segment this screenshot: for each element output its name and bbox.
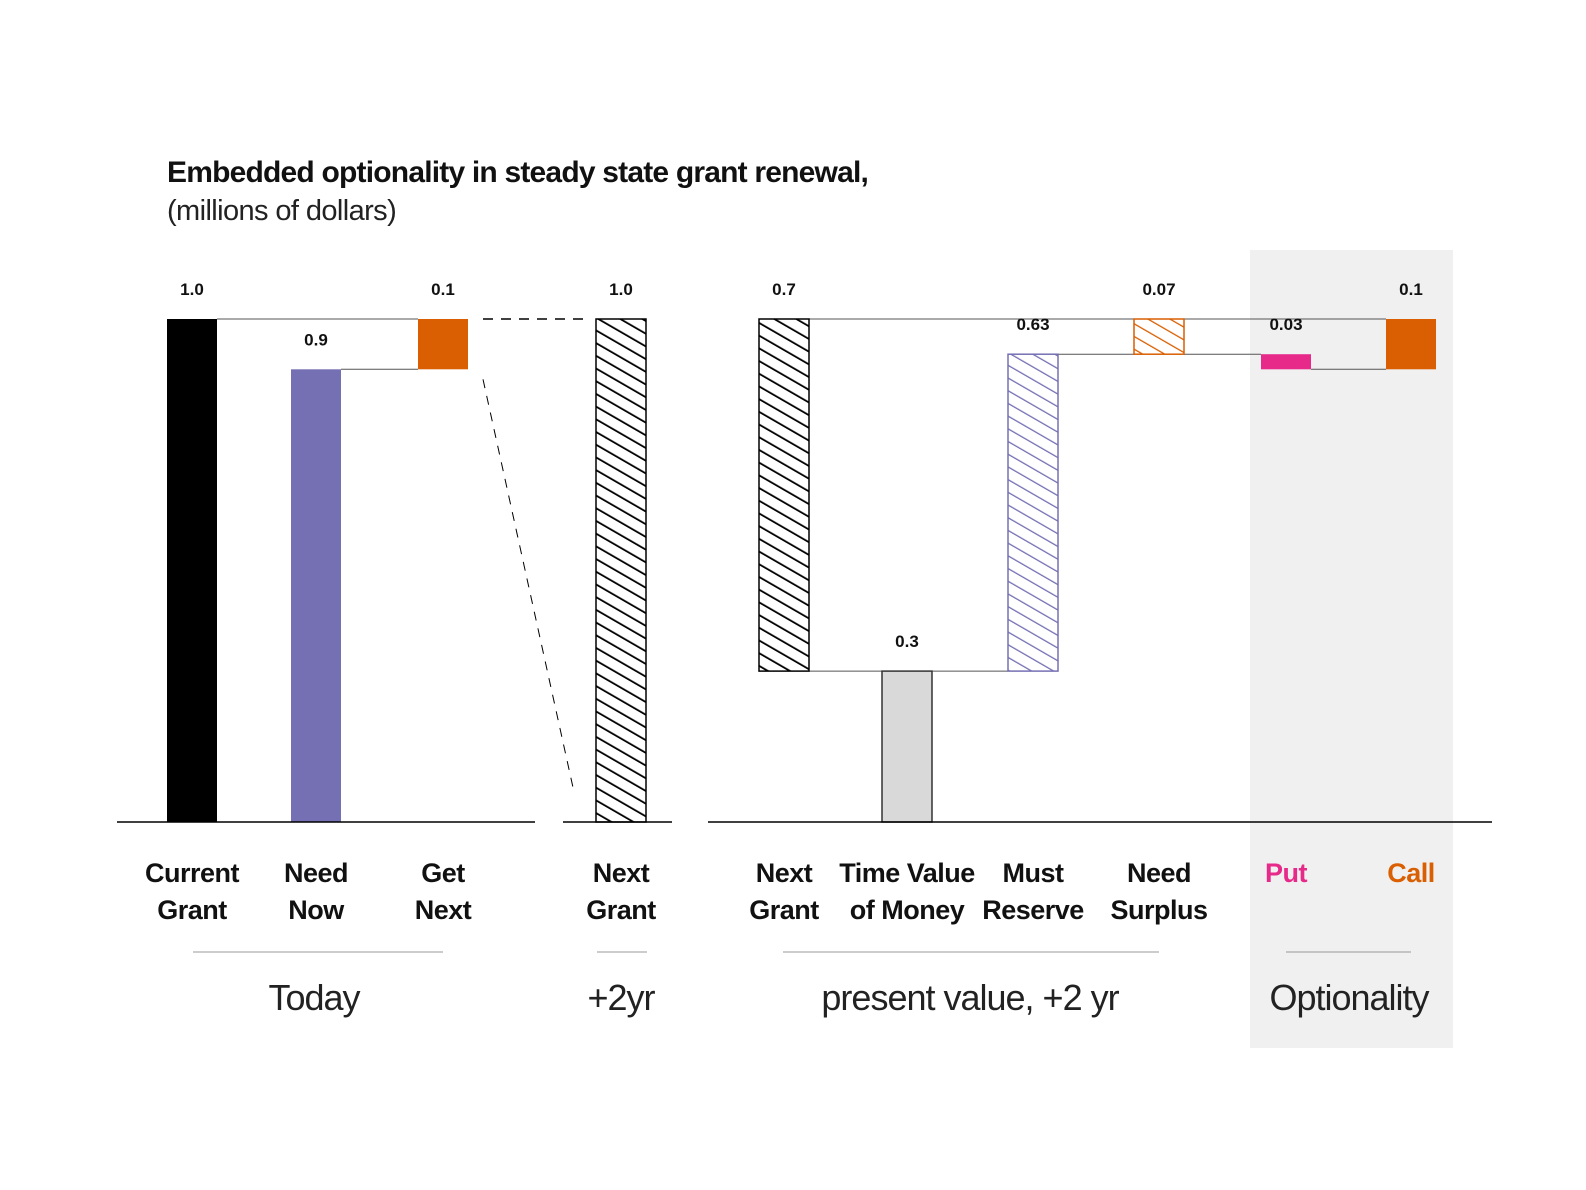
bar-call-9	[1386, 319, 1436, 370]
category-label-need-surplus-7: Need	[1127, 858, 1191, 888]
projection-line-bottom	[482, 379, 575, 793]
baselines	[117, 821, 1492, 953]
value-label-2: 0.1	[431, 280, 455, 299]
value-label-0: 1.0	[180, 280, 204, 299]
category-label-need-now-1: Now	[288, 895, 345, 925]
value-label-4: 0.7	[772, 280, 796, 299]
category-label-current-grant-0: Grant	[157, 895, 227, 925]
value-label-7: 0.07	[1142, 280, 1175, 299]
category-label-time-value-of-money-5: of Money	[850, 895, 965, 925]
bar-current-grant-0	[167, 319, 217, 822]
category-label-must-reserve-6: Must	[1003, 858, 1065, 888]
value-label-1: 0.9	[304, 330, 328, 349]
connector-lines	[217, 318, 1386, 793]
bar-get-next-2	[418, 319, 468, 370]
category-label-call-9: Call	[1387, 858, 1435, 888]
chart-labels: Today +2yr present value, +2 yr Optionality…	[145, 280, 1435, 1018]
chart-title: Embedded optionality in steady state gra…	[167, 156, 868, 189]
chart-subtitle: (millions of dollars)	[167, 195, 396, 227]
category-label-current-grant-0: Current	[145, 858, 240, 888]
bar-time-value-of-money-5	[881, 670, 933, 823]
group-label-today: Today	[268, 977, 360, 1018]
optionality-highlight-panel	[1250, 250, 1453, 1048]
bar-need-surplus-7	[1133, 318, 1185, 355]
group-label-optionality: Optionality	[1269, 977, 1429, 1018]
category-label-next-grant-4: Grant	[749, 895, 819, 925]
value-label-3: 1.0	[609, 280, 633, 299]
category-label-next-grant-3: Grant	[586, 895, 656, 925]
bar-need-now-1	[291, 369, 341, 822]
bar-marks	[167, 318, 1436, 823]
category-label-need-now-1: Need	[284, 858, 348, 888]
value-label-8: 0.03	[1269, 315, 1302, 334]
category-label-get-next-2: Get	[421, 858, 465, 888]
group-label-present-value-2-yr: present value, +2 yr	[821, 977, 1119, 1018]
value-label-5: 0.3	[895, 632, 919, 651]
bar-next-grant-4	[758, 318, 810, 672]
value-label-6: 0.63	[1016, 315, 1049, 334]
category-label-put-8: Put	[1265, 858, 1308, 888]
category-label-next-grant-3: Next	[593, 858, 650, 888]
category-label-time-value-of-money-5: Time Value	[839, 858, 975, 888]
category-label-next-grant-4: Next	[756, 858, 813, 888]
category-label-need-surplus-7: Surplus	[1110, 895, 1207, 925]
category-label-get-next-2: Next	[415, 895, 472, 925]
bar-next-grant-3	[595, 318, 647, 823]
group-label-2yr: +2yr	[587, 977, 655, 1018]
category-label-must-reserve-6: Reserve	[982, 895, 1084, 925]
bar-must-reserve-6	[1007, 353, 1059, 672]
value-label-9: 0.1	[1399, 280, 1423, 299]
bar-put-8	[1261, 354, 1311, 370]
